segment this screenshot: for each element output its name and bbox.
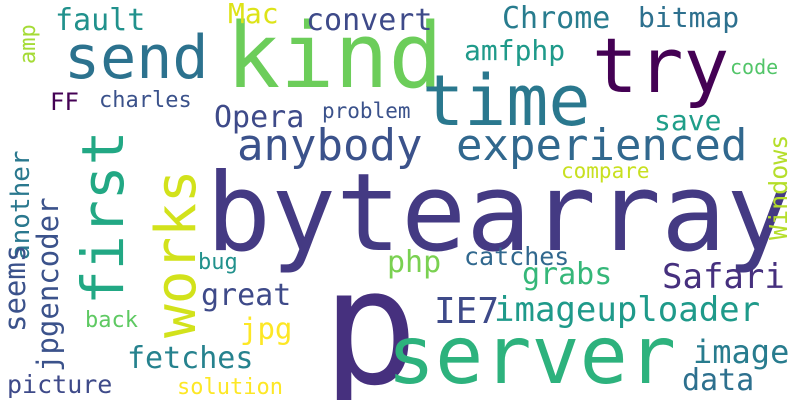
word-convert: convert	[306, 6, 432, 36]
word-amp: amp	[18, 24, 40, 64]
word-ff: FF	[50, 90, 79, 114]
word-fault: fault	[55, 6, 145, 36]
word-code: code	[730, 57, 778, 77]
word-works: works	[149, 169, 205, 338]
word-bug: bug	[198, 252, 238, 274]
word-mac: Mac	[228, 0, 279, 28]
word-safari: Safari	[662, 260, 785, 294]
word-amfphp: amfphp	[464, 37, 565, 65]
word-picture: picture	[7, 372, 112, 397]
word-ie7: IE7	[434, 294, 499, 330]
word-back: back	[85, 310, 138, 332]
word-opera: Opera	[214, 103, 304, 133]
word-grabs: grabs	[522, 260, 612, 290]
word-chrome: Chrome	[502, 4, 610, 34]
word-jpg: jpg	[240, 315, 292, 344]
word-seems: seems	[1, 245, 30, 332]
word-imageuploader: imageuploader	[494, 293, 760, 327]
word-fetches: fetches	[127, 344, 253, 374]
word-try: try	[592, 28, 729, 104]
word-charles: charles	[99, 90, 192, 112]
word-jpgencoder: jpgencoder	[34, 197, 63, 372]
word-save: save	[654, 107, 721, 135]
word-first: first	[74, 130, 132, 305]
word-bitmap: bitmap	[638, 4, 739, 32]
word-data: data	[682, 366, 754, 396]
word-solution: solution	[177, 377, 283, 399]
word-great: great	[201, 281, 291, 311]
word-compare: compare	[561, 161, 650, 182]
word-php: php	[387, 248, 441, 278]
word-windows: Windows	[766, 135, 791, 240]
word-problem: problem	[322, 101, 411, 122]
